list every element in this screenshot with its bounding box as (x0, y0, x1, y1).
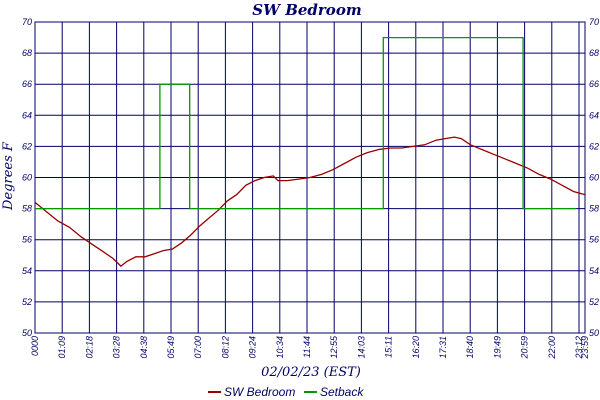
y-tick-label-left: 52 (22, 297, 32, 307)
x-tick-label: 15:11 (384, 336, 394, 358)
y-tick-label-left: 58 (22, 204, 32, 214)
x-tick-label: 16:20 (411, 336, 421, 359)
x-tick-label: 02:18 (84, 336, 94, 359)
legend-label-sw-bedroom: SW Bedroom (224, 385, 295, 399)
x-tick-label: 03:28 (112, 336, 122, 359)
y-tick-label-right: 70 (589, 17, 599, 27)
series-lines (34, 36, 585, 267)
y-tick-label-right: 68 (589, 48, 599, 58)
x-tick-label: 14:03 (356, 336, 366, 359)
y-tick-label-left: 66 (22, 79, 32, 89)
tick-labels: 50 50 52 52 54 54 56 56 58 58 60 60 62 62 64 64 66 66 68 68… (22, 17, 599, 360)
x-tick-label: 22:00 (547, 336, 557, 360)
x-tick-label: 09:24 (248, 336, 258, 359)
x-tick-label: 0000 (30, 336, 40, 356)
y-tick-label-left: 68 (22, 48, 32, 58)
y-tick-label-left: 54 (22, 266, 32, 276)
x-tick-label: 05:49 (166, 336, 176, 359)
x-tick-label: 08:12 (220, 336, 230, 359)
x-tick-label: 18:40 (465, 336, 475, 359)
y-tick-label-left: 70 (22, 17, 32, 27)
y-tick-label-left: 62 (22, 141, 32, 151)
x-tick-label: 23:59 (580, 336, 590, 360)
y-tick-label-left: 60 (22, 173, 32, 183)
y-tick-label-right: 56 (589, 235, 599, 245)
y-tick-label-left: 64 (22, 110, 32, 120)
x-tick-label: 17:31 (438, 336, 448, 359)
x-tick-label: 11:44 (302, 336, 312, 358)
x-tick-label: 12:55 (329, 335, 339, 359)
series-line-setback (35, 36, 576, 210)
x-tick-label: 07:00 (193, 336, 203, 359)
y-tick-label-right: 54 (589, 266, 599, 276)
x-tick-label: 20:59 (520, 336, 530, 360)
y-tick-label-right: 64 (589, 110, 599, 120)
y-tick-label-right: 58 (589, 204, 599, 214)
legend-label-setback: Setback (320, 385, 364, 399)
y-tick-label-right: 62 (589, 141, 599, 151)
x-tick-label: 04:38 (139, 336, 149, 359)
x-tick-label: 19:49 (492, 336, 502, 359)
x-tick-label: 10:34 (275, 336, 285, 359)
x-tick-label: 01:09 (57, 336, 67, 359)
chart-title: SW Bedroom (252, 1, 361, 19)
y-axis-label: Degrees F (1, 141, 16, 211)
y-tick-label-left: 50 (22, 328, 32, 338)
y-tick-label-right: 50 (589, 328, 599, 338)
y-tick-label-right: 52 (589, 297, 599, 307)
legend: SW Bedroom Setback (208, 385, 364, 399)
x-axis-label: 02/02/23 (EST) (261, 365, 361, 380)
y-tick-label-left: 56 (22, 235, 32, 245)
y-tick-label-right: 66 (589, 79, 599, 89)
series-line-sw-bedroom (34, 136, 585, 267)
y-tick-label-right: 60 (589, 173, 599, 183)
x-tick-label: 23:12 (574, 336, 584, 360)
